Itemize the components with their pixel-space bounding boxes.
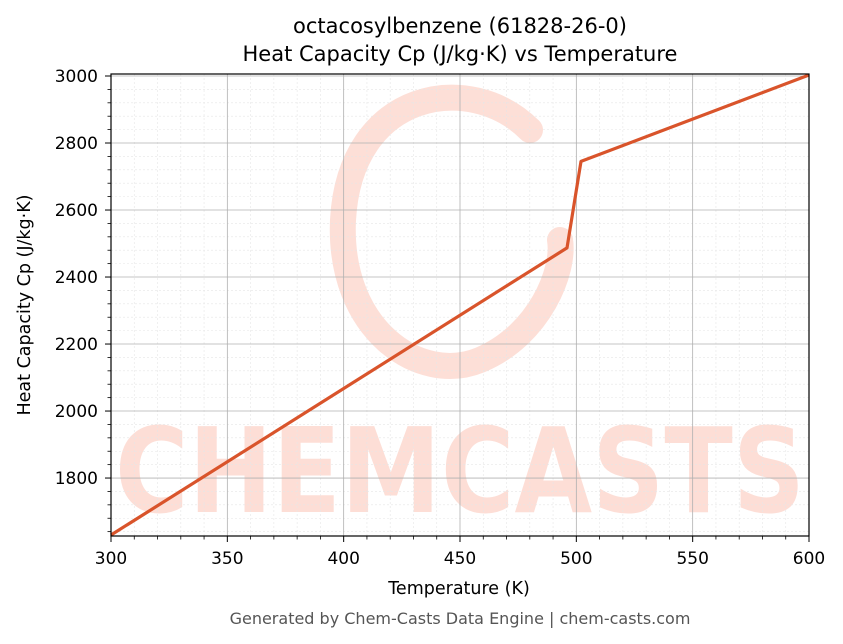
- x-tick-label: 550: [676, 549, 708, 569]
- major-grid: [110, 74, 810, 536]
- y-tick-label: 3000: [55, 67, 98, 87]
- x-axis-label: Temperature (K): [387, 579, 530, 599]
- chart-title: octacosylbenzene (61828-26-0): [293, 14, 627, 38]
- x-tick-label: 500: [560, 549, 592, 569]
- y-tick-label: 2600: [55, 201, 98, 221]
- x-tick-label: 400: [327, 549, 359, 569]
- y-tick-label: 2200: [55, 335, 98, 355]
- y-tick-label: 1800: [55, 469, 98, 489]
- watermark-swirl: [329, 84, 574, 379]
- y-tick-label: 2000: [55, 402, 98, 422]
- x-tick-label: 450: [444, 549, 476, 569]
- y-axis-label: Heat Capacity Cp (J/kg·K): [15, 195, 35, 416]
- chart-subtitle: Heat Capacity Cp (J/kg·K) vs Temperature: [243, 42, 678, 66]
- y-tick-label: 2800: [55, 134, 98, 154]
- footer-text: Generated by Chem-Casts Data Engine | ch…: [230, 609, 691, 628]
- series-line: [110, 73, 810, 537]
- x-tick-label: 600: [793, 549, 825, 569]
- x-tick-label: 350: [211, 549, 243, 569]
- y-tick-label: 2400: [55, 268, 98, 288]
- x-tick-label: 300: [95, 549, 127, 569]
- axis-ticks: 300 350 400 450 500 550 600 1800 2000 2200 2400 260…: [55, 67, 825, 569]
